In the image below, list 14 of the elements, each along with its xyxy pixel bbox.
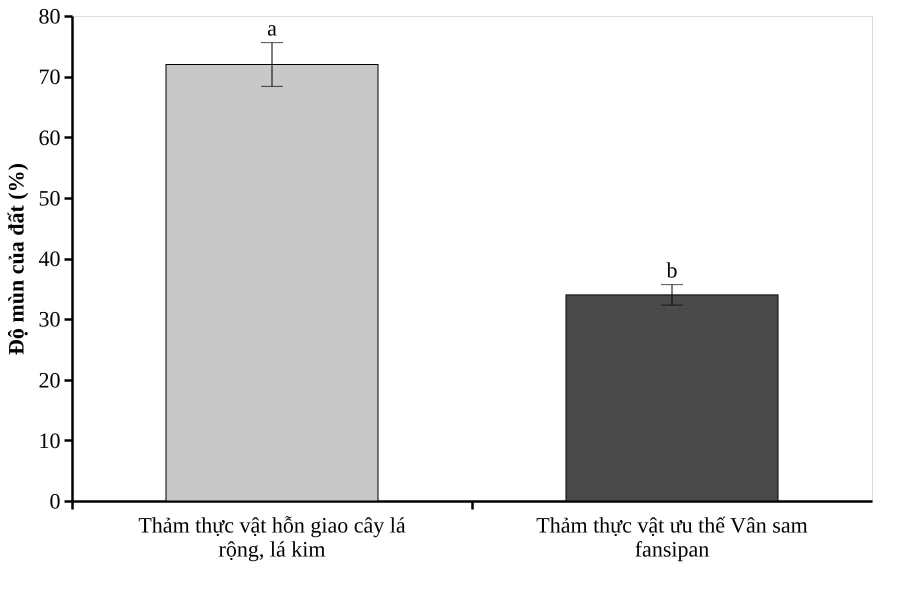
y-tick-label: 30 [38,306,60,332]
annotation: a [267,16,278,41]
y-tick-label: 80 [38,4,60,28]
y-tick-label: 70 [38,64,60,90]
y-axis-title: Độ mùn của đất (%) [4,163,28,355]
x-tick-label: Thảm thực vật hỗn giao cây lá rộng, lá kim [138,512,406,562]
x-tick-label: Thảm thực vật ưu thế Vân sam fansipan [536,512,808,562]
y-tick-label: 40 [38,246,60,271]
y-tick-label: 50 [38,185,60,210]
y-tick-label: 60 [38,124,60,150]
y-tick-label: 0 [50,488,60,514]
y-tick-label: 20 [38,367,60,392]
y-tick-label: 10 [38,428,60,453]
annotation: b [666,258,678,283]
